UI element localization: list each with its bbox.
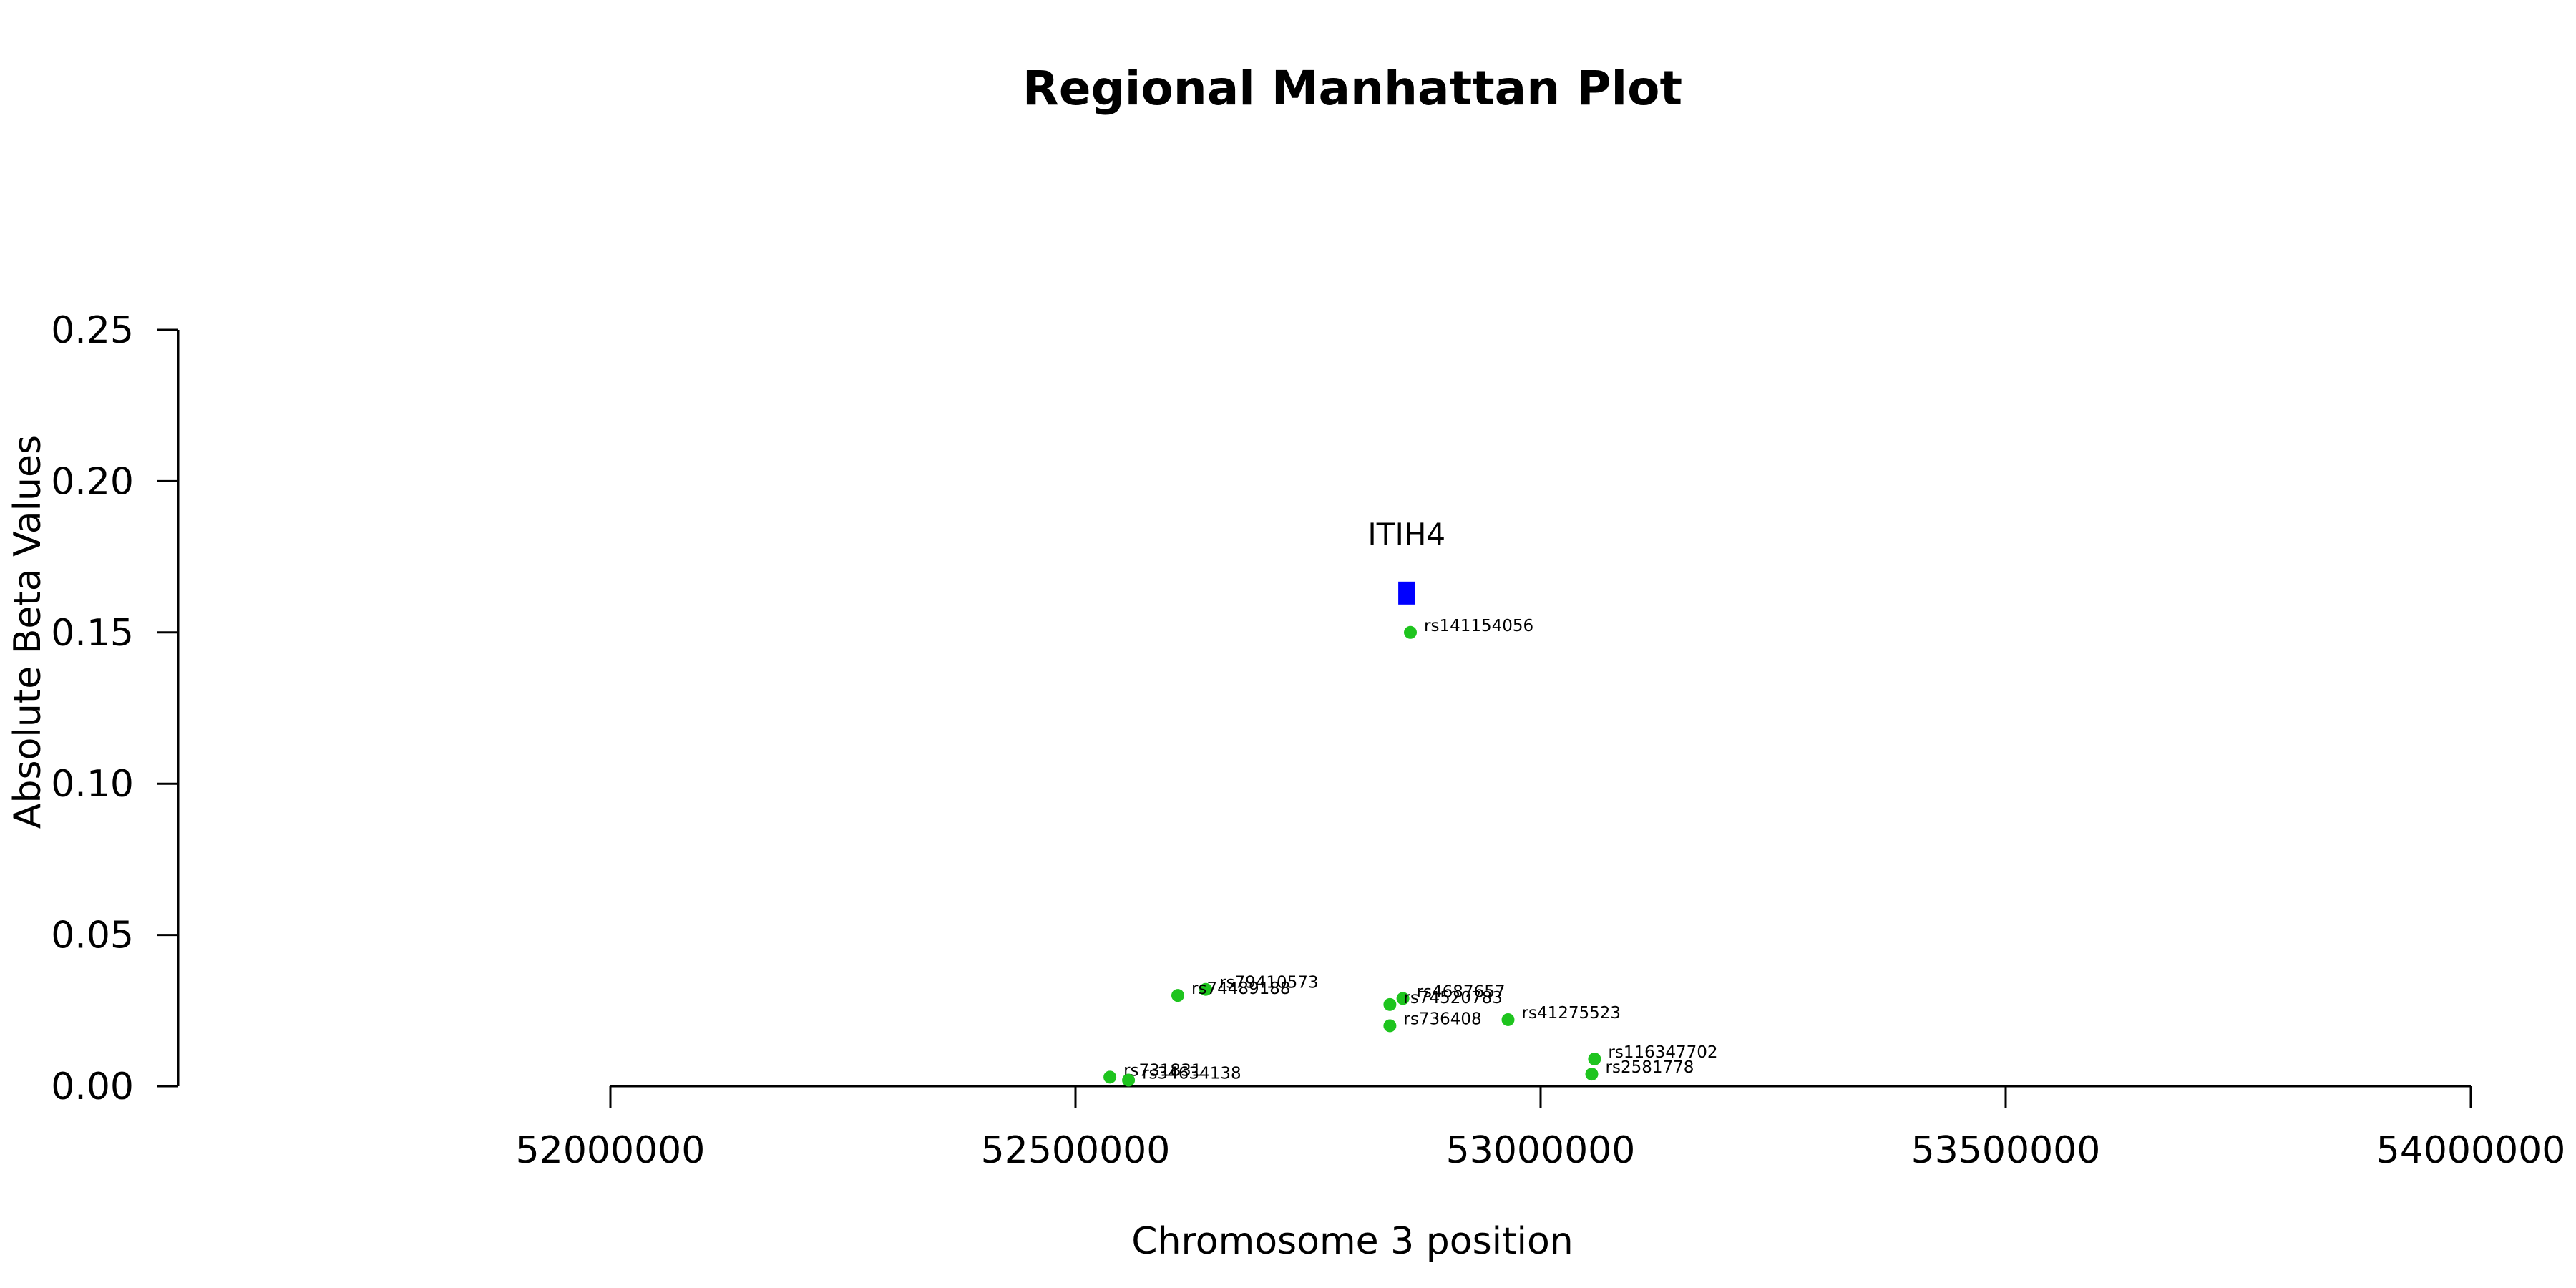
snp-label: rs2581778 [1606, 1058, 1694, 1077]
snp-point [1122, 1073, 1136, 1087]
x-tick-label: 52000000 [516, 1129, 706, 1172]
y-tick-label: 0.05 [51, 914, 134, 957]
snp-label: rs79410573 [1219, 974, 1319, 992]
gene-track: ITIH4 [1367, 517, 1445, 605]
snp-point [1501, 1013, 1515, 1026]
x-tick-label: 52500000 [981, 1129, 1171, 1172]
snp-point [1383, 1019, 1397, 1033]
snp-label: rs736408 [1403, 1010, 1481, 1028]
snp-point [1103, 1070, 1117, 1084]
x-tick-label: 54000000 [2376, 1129, 2566, 1172]
y-tick-label: 0.20 [51, 460, 134, 503]
y-tick-label: 0.15 [51, 612, 134, 655]
gene-label: ITIH4 [1367, 517, 1445, 552]
snp-point [1171, 989, 1184, 1002]
gene-box [1398, 581, 1415, 605]
snp-point [1585, 1068, 1599, 1081]
y-axis: 0.00 0.05 0.10 0.15 0.20 0.25 [51, 309, 180, 1108]
snp-label: rs41275523 [1522, 1004, 1621, 1023]
snp-point [1199, 982, 1212, 996]
y-tick-label: 0.10 [51, 763, 134, 806]
snp-point [1404, 625, 1417, 639]
x-axis-title: Chromosome 3 position [1131, 1220, 1573, 1263]
snp-label: rs116347702 [1608, 1043, 1717, 1062]
x-axis: 52000000 52500000 53000000 53500000 54000000 [516, 1085, 2566, 1172]
x-tick-label: 53500000 [1911, 1129, 2101, 1172]
snp-label: rs4687657 [1417, 982, 1506, 1001]
snp-label: rs731831 [1123, 1061, 1201, 1080]
snp-point [1396, 992, 1410, 1005]
y-tick-label: 0.00 [51, 1065, 134, 1108]
snp-point [1383, 997, 1397, 1011]
snp-label: rs34634138 [1142, 1065, 1241, 1083]
snp-label: rs74520783 [1403, 989, 1503, 1008]
snp-label: rs74489188 [1191, 980, 1291, 998]
chart-title: Regional Manhattan Plot [1023, 61, 1682, 116]
snp-label: rs141154056 [1424, 617, 1533, 635]
y-axis-title: Absolute Beta Values [6, 435, 49, 829]
snp-point [1588, 1052, 1601, 1065]
y-tick-label: 0.25 [51, 309, 134, 352]
x-tick-label: 53000000 [1446, 1129, 1636, 1172]
